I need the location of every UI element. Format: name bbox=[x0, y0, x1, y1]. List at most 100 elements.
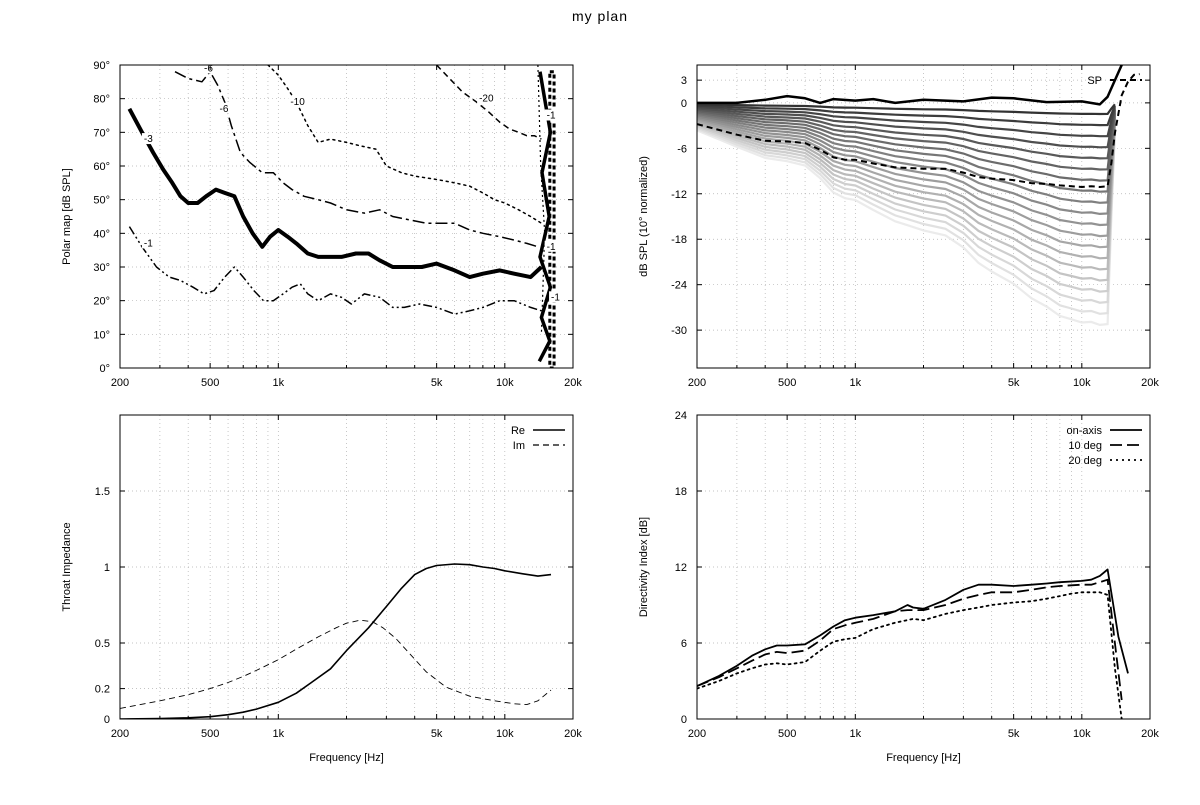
off-axis-response-curve bbox=[697, 110, 1116, 171]
x-tick-label: 20k bbox=[1141, 377, 1159, 389]
y-tick-label: 30° bbox=[93, 262, 110, 274]
y-tick-label: 60° bbox=[93, 161, 110, 173]
directivity-index-panel: 200 500 1k 5k 10k 20k 0 6 12 18 24 Directivity Inde… bbox=[638, 410, 1159, 764]
x-tick-label: 20k bbox=[564, 377, 582, 389]
x-tick-label: 20k bbox=[564, 728, 582, 740]
contour-label-bg bbox=[544, 240, 560, 252]
legend-label: 10 deg bbox=[1068, 440, 1102, 452]
x-tick-label: 10k bbox=[1073, 377, 1091, 389]
x-tick-label: 5k bbox=[1008, 728, 1020, 740]
off-axis-response-curve bbox=[697, 126, 1116, 304]
contour-label: -3 bbox=[144, 134, 153, 145]
contour-label: -10 bbox=[290, 97, 305, 108]
legend-label: 20 deg bbox=[1068, 455, 1102, 467]
off-axis-response-curve bbox=[697, 107, 1116, 149]
contour-label: -6 bbox=[220, 104, 229, 115]
plot-area bbox=[697, 65, 1140, 327]
y-tick-label: 1.5 bbox=[95, 486, 110, 498]
y-tick-label: 80° bbox=[93, 94, 110, 106]
contour-label-bg bbox=[202, 62, 218, 74]
contour-label-bg bbox=[141, 133, 157, 145]
legend: on-axis 10 deg 20 deg bbox=[1067, 425, 1142, 467]
legend-label: Im bbox=[513, 440, 525, 452]
off-axis-response-curve bbox=[697, 123, 1116, 282]
legend-label: Re bbox=[511, 425, 525, 437]
x-tick-label: 500 bbox=[201, 377, 219, 389]
y-tick-label: -18 bbox=[671, 234, 687, 246]
y-tick-label: -6 bbox=[677, 143, 687, 155]
x-tick-label: 500 bbox=[201, 728, 219, 740]
y-axis-label: dB SPL (10° normalized) bbox=[638, 156, 650, 277]
y-tick-label: 0° bbox=[99, 363, 110, 375]
off-axis-response-curve bbox=[697, 121, 1116, 260]
y-tick-label: -24 bbox=[671, 280, 687, 292]
x-tick-label: 1k bbox=[273, 728, 285, 740]
series-line-hf-contours bbox=[537, 65, 546, 335]
x-axis-label: Frequency [Hz] bbox=[886, 752, 961, 764]
x-tick-label: 500 bbox=[778, 728, 796, 740]
x-tick-label: 500 bbox=[778, 377, 796, 389]
series-line-20 bbox=[436, 65, 542, 140]
off-axis-response-curve bbox=[697, 103, 1116, 116]
off-axis-response-curve bbox=[697, 114, 1116, 204]
y-tick-label: 0.2 bbox=[95, 684, 110, 696]
x-tick-label: 1k bbox=[850, 377, 862, 389]
series-line-1 bbox=[128, 226, 542, 315]
legend-label: SP bbox=[1087, 75, 1102, 87]
x-tick-label: 10k bbox=[1073, 728, 1091, 740]
y-tick-label: 12 bbox=[675, 562, 687, 574]
y-axis-label: Polar map [dB SPL] bbox=[61, 168, 73, 265]
axes-frame bbox=[119, 64, 574, 369]
series-line-20-deg bbox=[697, 591, 1123, 719]
contour-label-bg bbox=[217, 102, 233, 114]
series-line-10-deg bbox=[697, 578, 1123, 701]
x-tick-label: 5k bbox=[431, 728, 443, 740]
plot-area bbox=[697, 568, 1129, 719]
contour-label-bg bbox=[288, 96, 310, 108]
x-tick-label: 5k bbox=[431, 377, 443, 389]
legend: SP bbox=[1087, 75, 1142, 87]
plot-area bbox=[120, 563, 552, 719]
off-axis-response-curve bbox=[697, 112, 1116, 193]
grid bbox=[120, 65, 573, 368]
y-tick-label: 90° bbox=[93, 60, 110, 72]
y-tick-label: 6 bbox=[681, 638, 687, 650]
y-tick-label: 1 bbox=[104, 562, 110, 574]
off-axis-response-curve bbox=[697, 122, 1116, 271]
contour-label: -1 bbox=[551, 292, 560, 303]
y-tick-label: 10° bbox=[93, 329, 110, 341]
y-axis-label: Directivity Index [dB] bbox=[638, 517, 650, 617]
contour-label: -6 bbox=[204, 63, 213, 74]
throat-impedance-panel: 200 500 1k 5k 10k 20k 0 0.2 0.5 1 1.5 Throat Impeda… bbox=[61, 414, 582, 764]
off-axis-response-curve bbox=[697, 129, 1116, 327]
x-tick-label: 5k bbox=[1008, 377, 1020, 389]
y-tick-label: 50° bbox=[93, 195, 110, 207]
x-tick-label: 20k bbox=[1141, 728, 1159, 740]
y-tick-label: 70° bbox=[93, 127, 110, 139]
off-axis-response-curve bbox=[697, 117, 1116, 227]
x-tick-label: 200 bbox=[111, 377, 129, 389]
x-tick-label: 1k bbox=[850, 728, 862, 740]
x-tick-label: 10k bbox=[496, 728, 514, 740]
off-axis-response-curve bbox=[697, 128, 1116, 315]
grid bbox=[697, 65, 1150, 368]
legend: Re Im bbox=[511, 425, 565, 452]
off-axis-response-curve bbox=[697, 115, 1116, 216]
x-tick-label: 1k bbox=[273, 377, 285, 389]
contour-label: -1 bbox=[547, 242, 556, 253]
y-tick-label: 0 bbox=[681, 714, 687, 726]
plot-area bbox=[127, 65, 556, 368]
grid bbox=[120, 415, 573, 719]
y-tick-label: -12 bbox=[671, 189, 687, 201]
contour-label-bg bbox=[544, 109, 560, 121]
y-tick-label: 18 bbox=[675, 486, 687, 498]
series-line-Re bbox=[120, 563, 552, 719]
contour-label: -1 bbox=[144, 238, 153, 249]
y-tick-label: 24 bbox=[675, 410, 687, 422]
y-tick-label: 0.5 bbox=[95, 638, 110, 650]
off-axis-response-curve bbox=[697, 119, 1116, 249]
y-axis-label: Throat Impedance bbox=[61, 522, 73, 611]
series-line-SP bbox=[697, 73, 1140, 188]
off-axis-response-curve bbox=[697, 108, 1116, 160]
